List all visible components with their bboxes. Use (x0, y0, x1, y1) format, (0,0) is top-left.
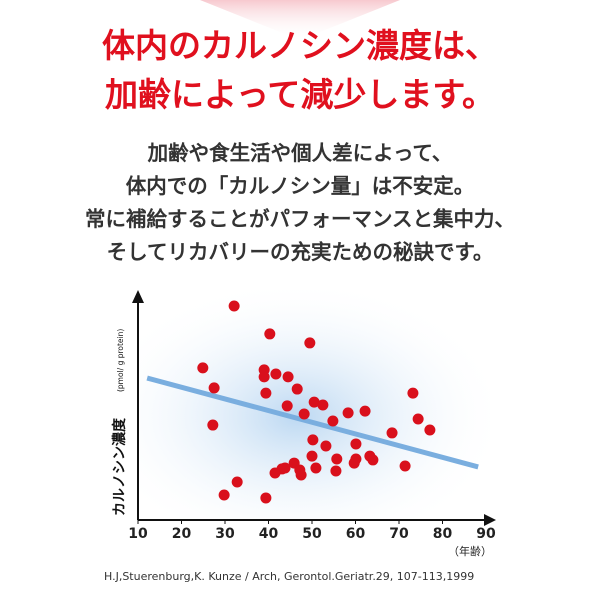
point (331, 453, 343, 465)
point (330, 465, 342, 477)
point (424, 424, 436, 436)
x-tick-label: 90 (476, 526, 496, 542)
x-tick-label: 40 (259, 526, 279, 542)
point (260, 492, 272, 504)
point (281, 400, 293, 412)
point (295, 469, 307, 481)
y-axis-unit: (pmol/ g protein) (116, 329, 125, 392)
point (208, 382, 220, 394)
point (342, 407, 354, 419)
point (310, 462, 322, 474)
point (270, 368, 282, 380)
point (282, 371, 294, 383)
decoration (200, 0, 400, 40)
body-text: 体内での「カルノシン量」は不安定。 (126, 174, 475, 198)
headline: 体内のカルノシン濃度は、 (102, 26, 498, 65)
source: H.J,Stuerenburg,K. Kunze / Arch, Geronto… (104, 570, 474, 583)
point (320, 440, 332, 452)
x-tick-label: 30 (215, 526, 235, 542)
point (306, 450, 318, 462)
x-tick-label: 10 (128, 526, 148, 542)
point (231, 476, 243, 488)
point (348, 457, 360, 469)
body-text: そしてリカバリーの充実ための秘訣です。 (107, 240, 494, 264)
point (298, 408, 310, 420)
point (350, 438, 362, 450)
headline: 加齢によって減少します。 (105, 75, 495, 114)
x-tick-label: 50 (302, 526, 322, 542)
point (258, 371, 270, 383)
point (260, 387, 272, 399)
x-tick-label: 70 (389, 526, 409, 542)
point (228, 300, 240, 312)
point (218, 489, 230, 501)
point (327, 415, 339, 427)
x-axis-arrow (484, 514, 496, 526)
point (264, 328, 276, 340)
point (304, 337, 316, 349)
point (279, 462, 291, 474)
body-text: 常に補給することがパフォーマンスと集中力、 (85, 207, 515, 231)
point (307, 434, 319, 446)
trend-line (146, 375, 479, 470)
point (207, 419, 219, 431)
point (399, 460, 411, 472)
body-text: 加齢や食生活や個人差によって、 (147, 141, 453, 165)
x-tick-label: 20 (172, 526, 192, 542)
point (412, 413, 424, 425)
point (197, 362, 209, 374)
y-axis-arrow (132, 290, 144, 303)
x-tick-label: 60 (346, 526, 366, 542)
point (317, 399, 329, 411)
x-axis-label: （年齢） (448, 544, 492, 558)
point (359, 405, 371, 417)
point (386, 427, 398, 439)
x-tick-label: 80 (433, 526, 453, 542)
point (367, 454, 379, 466)
point (308, 396, 320, 408)
y-axis-label: カルノシン濃度 (111, 417, 128, 516)
point (269, 467, 281, 479)
point (291, 383, 303, 395)
point (407, 387, 419, 399)
